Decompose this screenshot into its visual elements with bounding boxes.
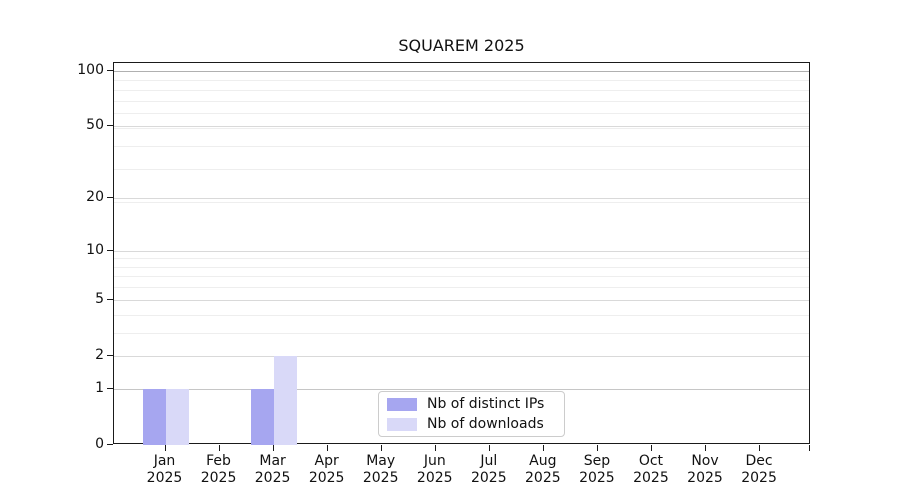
x-tick-label: Jun 2025: [416, 453, 453, 486]
x-tick-mark: [434, 445, 436, 451]
x-tick-mark: [164, 445, 166, 451]
legend-item-downloads: Nb of downloads: [387, 415, 556, 432]
chart-title: SQUAREM 2025: [398, 36, 525, 55]
x-tick-mark: [705, 445, 706, 451]
gridline-minor: [114, 100, 809, 102]
y-tick-label: 100: [77, 62, 104, 78]
x-tick-mark: [596, 445, 598, 451]
bar-distinct-ips: [142, 388, 166, 445]
y-tick-label: 50: [86, 117, 104, 134]
gridline-major: [114, 355, 809, 357]
x-tick-label: May 2025: [362, 453, 399, 486]
y-tick-label: 1: [95, 379, 104, 396]
x-tick-label: Dec 2025: [741, 453, 777, 486]
gridline-minor: [114, 127, 809, 129]
y-tick-mark: [107, 249, 113, 251]
x-tick-mark: [650, 445, 652, 451]
x-tick-label: Oct 2025: [633, 453, 669, 486]
y-tick-mark: [107, 298, 113, 300]
y-tick-mark: [107, 354, 113, 356]
x-tick-label: Feb 2025: [200, 453, 237, 486]
x-tick-mark: [380, 445, 382, 451]
gridline-major: [114, 126, 809, 128]
y-tick-label: 10: [86, 241, 104, 258]
gridline-minor: [114, 276, 809, 278]
x-tick-mark-edge: [809, 445, 810, 451]
legend-label-distinct-ips: Nb of distinct IPs: [427, 395, 545, 412]
y-tick-mark: [107, 387, 113, 389]
y-tick-label: 0: [95, 436, 104, 452]
x-tick-mark: [272, 445, 274, 451]
x-tick-label: Sep 2025: [579, 453, 615, 486]
bar-distinct-ips: [250, 388, 274, 445]
gridline-minor: [114, 332, 809, 334]
gridline-major: [114, 250, 809, 252]
y-tick-mark: [107, 197, 113, 199]
gridline-minor: [114, 89, 809, 91]
y-tick-label: 20: [86, 189, 104, 206]
legend: Nb of distinct IPs Nb of downloads: [378, 391, 565, 437]
gridline-minor: [114, 146, 809, 148]
bar-downloads: [273, 355, 297, 445]
x-tick-label: Jan 2025: [146, 453, 183, 486]
x-tick-mark: [759, 445, 761, 451]
x-tick-mark: [542, 445, 544, 451]
x-tick-label: Mar 2025: [254, 453, 291, 486]
gridline-minor: [114, 258, 809, 260]
gridline-minor: [114, 287, 809, 289]
gridline-major: [114, 388, 809, 390]
gridline-minor: [114, 314, 809, 316]
plot-area: [113, 62, 810, 445]
y-tick-mark: [107, 444, 113, 445]
gridline-major: [114, 198, 809, 200]
y-tick-mark: [107, 125, 113, 127]
y-tick-label: 2: [95, 346, 104, 363]
gridline-major: [114, 71, 809, 72]
legend-swatch-downloads: [387, 417, 417, 431]
x-tick-label: Apr 2025: [308, 453, 345, 486]
legend-item-distinct-ips: Nb of distinct IPs: [387, 395, 556, 412]
x-tick-mark: [326, 445, 328, 451]
gridline-minor: [114, 113, 809, 115]
gridline-major: [114, 299, 809, 301]
gridline-minor: [114, 266, 809, 268]
x-tick-mark: [218, 445, 220, 451]
bar-downloads: [165, 388, 189, 445]
legend-label-downloads: Nb of downloads: [427, 415, 544, 432]
x-tick-mark: [488, 445, 490, 451]
y-tick-label: 5: [95, 290, 104, 307]
legend-swatch-distinct-ips: [387, 397, 417, 411]
x-tick-label: Aug 2025: [525, 453, 561, 486]
x-tick-label: Jul 2025: [470, 453, 507, 486]
gridline-minor: [114, 202, 809, 204]
gridline-minor: [114, 80, 809, 82]
x-tick-label: Nov 2025: [687, 453, 723, 486]
gridline-minor: [114, 169, 809, 171]
y-tick-mark: [107, 70, 113, 71]
